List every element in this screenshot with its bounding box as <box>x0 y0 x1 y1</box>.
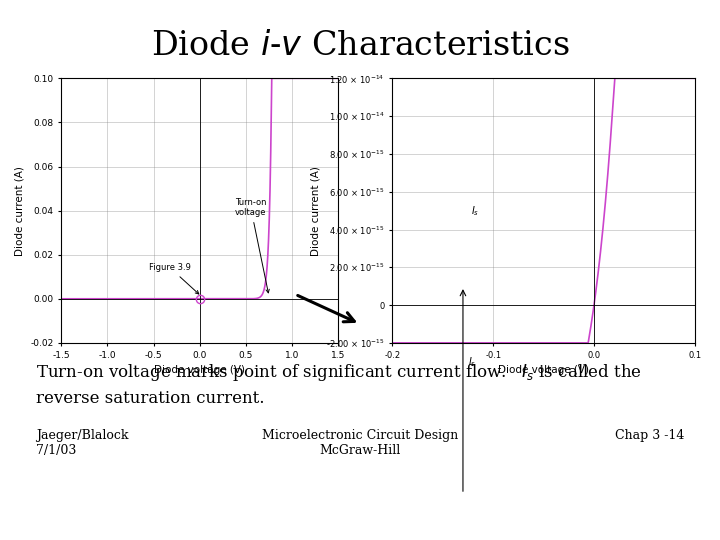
Text: $I_s$: $I_s$ <box>468 355 476 369</box>
Text: reverse saturation current.: reverse saturation current. <box>36 390 264 407</box>
Y-axis label: Diode current (A): Diode current (A) <box>14 166 24 255</box>
Text: $I_s$: $I_s$ <box>471 204 480 218</box>
Text: Jaeger/Blalock
7/1/03: Jaeger/Blalock 7/1/03 <box>36 429 128 457</box>
Y-axis label: Diode current (A): Diode current (A) <box>310 166 320 255</box>
Text: Figure 3.9: Figure 3.9 <box>149 263 199 294</box>
Text: Turn-on voltage marks point of significant current flow.   $\mathit{I_s}$ is cal: Turn-on voltage marks point of significa… <box>36 362 642 383</box>
Text: Microelectronic Circuit Design
McGraw-Hill: Microelectronic Circuit Design McGraw-Hi… <box>262 429 458 457</box>
X-axis label: Diode voltage (V): Diode voltage (V) <box>154 365 246 375</box>
Text: Chap 3 -14: Chap 3 -14 <box>615 429 684 442</box>
X-axis label: Diode voltage (V): Diode voltage (V) <box>498 365 589 375</box>
Text: Diode $\mathit{i}$-$\mathit{v}$ Characteristics: Diode $\mathit{i}$-$\mathit{v}$ Characte… <box>150 30 570 62</box>
Text: Turn-on
voltage: Turn-on voltage <box>235 198 269 293</box>
